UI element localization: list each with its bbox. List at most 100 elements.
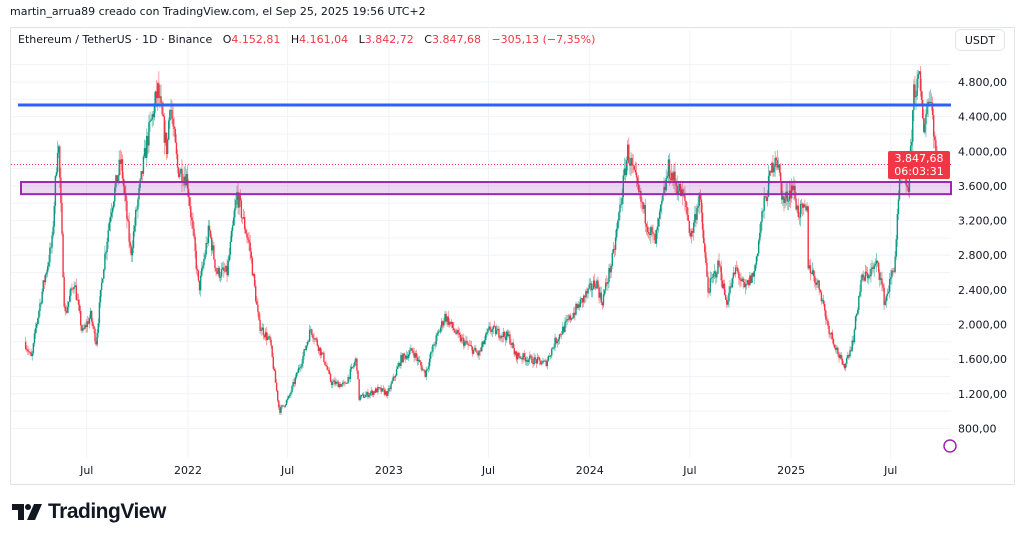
price-axis: 4.800,00 4.400,00 4.000,00 3.600,00 3.200,00… xyxy=(958,76,1007,435)
candle-down xyxy=(433,344,435,346)
symbol-title[interactable]: Ethereum / TetherUS · 1D · Binance xyxy=(18,33,213,46)
candle-up xyxy=(280,406,282,413)
candle-down xyxy=(707,276,709,293)
candle-down xyxy=(829,333,831,335)
candle-down xyxy=(327,369,330,371)
candle-up xyxy=(800,203,803,205)
candle-up xyxy=(302,355,304,364)
candle-down xyxy=(81,325,83,331)
candle-up xyxy=(817,280,819,283)
candle-down xyxy=(193,228,195,237)
candle-up xyxy=(336,381,338,383)
candle-up xyxy=(231,225,234,231)
candle-up xyxy=(741,278,743,282)
candle-up xyxy=(541,363,543,365)
candle-up xyxy=(294,377,297,384)
candle-down xyxy=(850,350,852,352)
candle-up xyxy=(488,326,490,329)
candle-up xyxy=(106,241,108,253)
candle-up xyxy=(369,393,371,396)
candle-up xyxy=(857,309,859,314)
candle-down xyxy=(730,286,732,288)
candle-down xyxy=(345,382,347,384)
candle-up xyxy=(34,328,37,334)
candle-up xyxy=(514,351,517,355)
candle-down xyxy=(277,390,279,401)
candle-up xyxy=(487,328,489,333)
candle-down xyxy=(526,360,529,362)
candle-down xyxy=(344,382,346,384)
candle-down xyxy=(810,273,813,275)
candle-down xyxy=(476,351,478,353)
candle-up xyxy=(560,334,563,336)
candle-up xyxy=(615,228,618,238)
candle-up xyxy=(677,191,680,194)
candle-up xyxy=(429,352,432,359)
candle-up xyxy=(830,332,833,335)
candle-down xyxy=(256,301,258,305)
candle-up xyxy=(318,347,321,351)
candle-up xyxy=(602,294,605,306)
candle-up xyxy=(37,318,39,324)
candle-up xyxy=(308,329,311,342)
candle-down xyxy=(682,189,684,196)
high-label: H xyxy=(290,33,300,46)
candle-down xyxy=(843,363,846,369)
candle-down xyxy=(676,185,678,194)
candle-down xyxy=(311,329,313,335)
candle-up xyxy=(153,103,156,118)
candle-down xyxy=(92,321,94,326)
candle-up xyxy=(86,321,88,328)
candle-down xyxy=(270,339,272,346)
candle-down xyxy=(380,387,382,392)
candle-down xyxy=(213,245,215,260)
candle-down xyxy=(329,373,332,382)
candle-up xyxy=(912,110,914,142)
candle-up xyxy=(929,101,932,103)
candle-down xyxy=(246,233,248,238)
candle-down xyxy=(664,186,666,191)
candle-up xyxy=(660,204,662,212)
candle-up xyxy=(396,366,399,370)
candle-up xyxy=(381,388,383,392)
candle-down xyxy=(325,365,327,367)
candle-down xyxy=(765,196,768,201)
candle-up xyxy=(431,351,433,353)
candle-up xyxy=(343,382,345,384)
candle-down xyxy=(312,334,314,339)
candle-up xyxy=(604,282,607,291)
candle-down xyxy=(324,361,326,366)
candle-up xyxy=(806,206,808,211)
candle-up xyxy=(793,186,795,190)
candle-down xyxy=(672,172,674,181)
candle-up xyxy=(481,341,484,348)
candle-down xyxy=(563,326,565,332)
candle-up xyxy=(76,299,79,301)
candle-down xyxy=(674,171,676,183)
candle-down xyxy=(691,230,694,233)
candle-down xyxy=(493,325,496,327)
candle-up xyxy=(782,196,784,200)
candle-up xyxy=(571,317,574,319)
candle-up xyxy=(363,396,366,398)
candle-down xyxy=(827,320,829,326)
candle-down xyxy=(411,348,413,351)
currency-button[interactable]: USDT xyxy=(955,29,1005,51)
tradingview-logo[interactable]: TradingView xyxy=(12,500,166,524)
candle-up xyxy=(212,245,214,251)
candle-up xyxy=(157,83,159,99)
candle-up xyxy=(414,353,416,358)
candle-down xyxy=(445,313,447,322)
candle-up xyxy=(766,196,769,201)
candle-down xyxy=(647,231,650,234)
candle-down xyxy=(61,203,63,234)
candle-down xyxy=(458,332,461,335)
candle-up xyxy=(680,189,683,197)
candle-down xyxy=(879,272,881,280)
candle-down xyxy=(279,407,281,413)
candle-down xyxy=(272,356,274,369)
candle-up xyxy=(847,354,849,359)
candle-up xyxy=(444,313,446,322)
candle-down xyxy=(932,115,935,137)
